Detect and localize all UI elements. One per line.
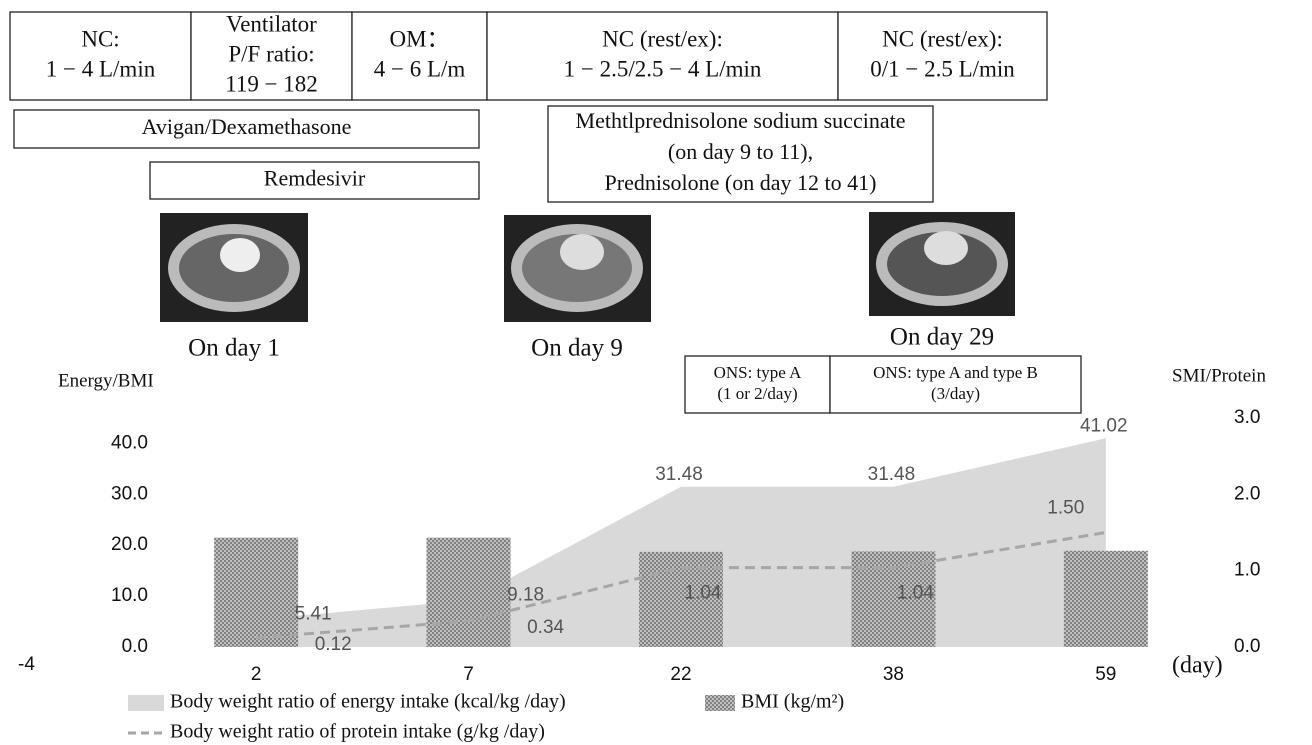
- x-tick-label: 38: [883, 664, 904, 685]
- line: [256, 531, 1107, 640]
- y2-tick-label: 2.0: [1234, 483, 1260, 504]
- y-tick-label: 0.0: [122, 636, 148, 657]
- y2-tick-label: 0.0: [1234, 636, 1260, 657]
- y2-tick-label: 3.0: [1234, 407, 1260, 428]
- x-tick-label: 59: [1095, 664, 1116, 685]
- data-label: 0.12: [315, 634, 352, 655]
- text-box: [190, 11, 353, 101]
- x-axis-label: (day): [1172, 653, 1223, 679]
- text-box: [13, 109, 480, 149]
- data-label: 1.50: [1047, 498, 1084, 519]
- box-text: ONS: type A: [714, 363, 803, 382]
- bar: [426, 537, 511, 647]
- legend-label: Body weight ratio of energy intake (kcal…: [170, 691, 566, 713]
- box-text: Remdesivir: [264, 166, 366, 191]
- box-text: Ventilator: [226, 11, 317, 36]
- y-tick-label: 20.0: [111, 534, 148, 555]
- box-text: 119 − 182: [225, 71, 318, 96]
- data-label: 41.02: [1080, 415, 1128, 436]
- box-text: Methtlprednisolone sodium succinate: [576, 108, 906, 133]
- x-tick-label: 7: [463, 664, 474, 685]
- image-caption: On day 1: [188, 335, 280, 362]
- box-text: (3/day): [931, 384, 980, 403]
- y-tick-label: 30.0: [111, 483, 148, 504]
- legend-swatch: [705, 695, 735, 711]
- data-label: 31.48: [655, 464, 703, 485]
- box-text: Prednisolone (on day 12 to 41): [605, 170, 877, 195]
- box-text: 0/1 − 2.5 L/min: [870, 56, 1015, 81]
- text-box: [547, 105, 934, 203]
- data-label: 9.18: [507, 584, 544, 605]
- text-box: [684, 355, 831, 414]
- data-label: 31.48: [868, 464, 916, 485]
- legend-swatch: [128, 695, 164, 711]
- text-box: [149, 161, 480, 200]
- box-text: (1 or 2/day): [717, 384, 797, 403]
- bar: [1063, 550, 1148, 647]
- text-box: [837, 11, 1048, 101]
- box-text: NC (rest/ex):: [602, 26, 723, 51]
- text-box: [486, 11, 839, 101]
- box-text: OM：: [389, 26, 449, 51]
- box-text: 1 − 4 L/min: [46, 56, 156, 81]
- box-text: NC (rest/ex):: [882, 26, 1003, 51]
- bar: [214, 537, 299, 647]
- data-label: 0.34: [527, 617, 564, 638]
- annotation: -4: [18, 654, 35, 675]
- y2-tick-label: 1.0: [1234, 560, 1260, 581]
- box-text: P/F ratio:: [228, 41, 314, 66]
- image-caption: On day 29: [890, 324, 994, 351]
- legend-label: Body weight ratio of protein intake (g/k…: [170, 721, 545, 743]
- data-label: 1.04: [685, 583, 722, 604]
- y-tick-label: 40.0: [111, 432, 148, 453]
- x-tick-label: 22: [670, 664, 691, 685]
- text-box: [9, 11, 192, 101]
- ct-images: [160, 212, 1015, 322]
- y2-axis-label: SMI/Protein: [1172, 365, 1266, 386]
- legend-label: BMI (kg/m²): [741, 691, 844, 713]
- box-text: 4 − 6 L/m: [374, 56, 466, 81]
- data-label: 5.41: [295, 603, 332, 624]
- text-box: [351, 11, 488, 101]
- text-box: [829, 355, 1082, 414]
- data-label: 1.04: [897, 583, 934, 604]
- y-tick-label: 10.0: [111, 585, 148, 606]
- box-text: ONS: type A and type B: [873, 363, 1038, 382]
- x-tick-label: 2: [251, 664, 262, 685]
- box-text: 1 − 2.5/2.5 − 4 L/min: [564, 56, 762, 81]
- image-caption: On day 9: [531, 335, 623, 362]
- box-text: (on day 9 to 11),: [668, 139, 813, 164]
- box-text: NC:: [81, 26, 119, 51]
- y-axis-label: Energy/BMI: [58, 370, 154, 391]
- box-text: Avigan/Dexamethasone: [142, 114, 352, 139]
